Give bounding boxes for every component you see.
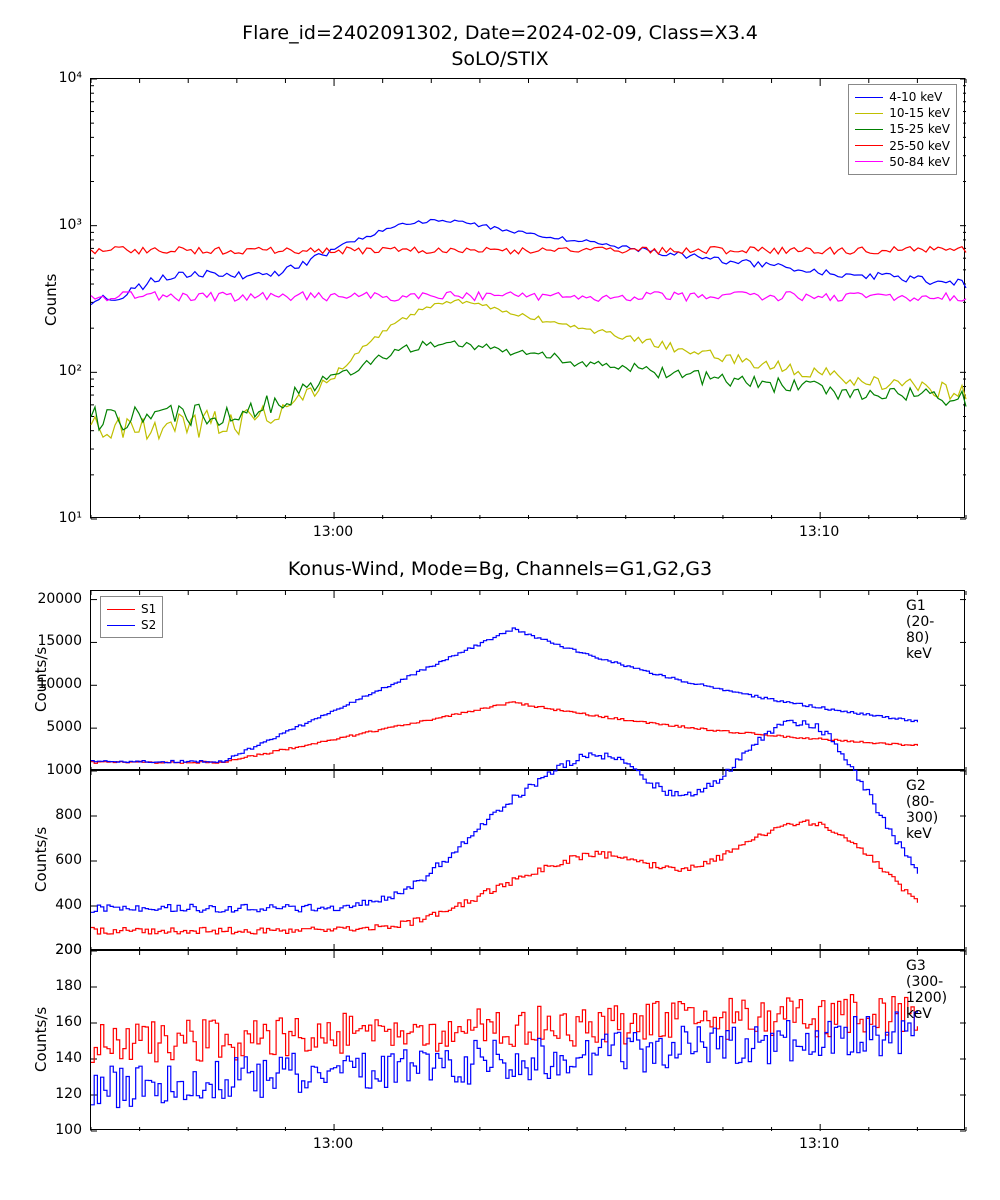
legend-swatch: [855, 161, 883, 162]
konus-series-0-S1: [91, 702, 917, 763]
legend-swatch: [107, 625, 135, 626]
tick-label: 120: [55, 1086, 82, 1102]
stix-legend: 4-10 keV10-15 keV15-25 keV25-50 keV50-84…: [848, 84, 957, 175]
legend-item: 50-84 keV: [855, 154, 950, 170]
stix-axes: [90, 78, 965, 518]
stix-series-s2: [91, 300, 966, 439]
konus-ylabel-1: Counts/s: [32, 827, 50, 892]
konus-axes-g1: [90, 590, 965, 770]
legend-item: 10-15 keV: [855, 105, 950, 121]
legend-item: S1: [107, 601, 156, 617]
legend-label: 10-15 keV: [889, 105, 950, 121]
stix-title: SoLO/STIX: [0, 48, 1000, 70]
legend-label: 50-84 keV: [889, 154, 950, 170]
tick-label: 10¹: [59, 510, 82, 526]
legend-label: 15-25 keV: [889, 121, 950, 137]
tick-label: 160: [55, 1014, 82, 1030]
tick-label: 140: [55, 1050, 82, 1066]
tick-label: 400: [55, 897, 82, 913]
stix-series-s3: [91, 341, 966, 430]
tick-label: 800: [55, 807, 82, 823]
legend-item: 4-10 keV: [855, 89, 950, 105]
legend-item: 25-50 keV: [855, 138, 950, 154]
konus-series-1-S1: [91, 820, 917, 934]
tick-label: 1000: [46, 762, 82, 778]
tick-label: 20000: [37, 591, 82, 607]
tick-label: 180: [55, 978, 82, 994]
konus-series-2-S2: [91, 1011, 917, 1108]
tick-label: 10³: [59, 217, 82, 233]
legend-item: 15-25 keV: [855, 121, 950, 137]
legend-label: S1: [141, 601, 156, 617]
legend-swatch: [855, 129, 883, 130]
konus-inner-label-0: G1 (20-80) keV: [906, 598, 953, 662]
legend-label: S2: [141, 617, 156, 633]
tick-label: 13:00: [313, 1136, 353, 1152]
konus-inner-label-1: G2 (80-300) keV: [906, 778, 953, 842]
konus-ylabel-2: Counts/s: [32, 1007, 50, 1072]
konus-legend: S1S2: [100, 596, 163, 638]
tick-label: 10⁴: [59, 70, 82, 86]
legend-swatch: [107, 609, 135, 610]
figure-suptitle: Flare_id=2402091302, Date=2024-02-09, Cl…: [0, 22, 1000, 44]
konus-series-0-S2: [91, 628, 917, 763]
legend-swatch: [855, 113, 883, 114]
tick-label: 13:10: [799, 524, 839, 540]
tick-label: 10²: [59, 363, 82, 379]
legend-item: S2: [107, 617, 156, 633]
tick-label: 200: [55, 942, 82, 958]
konus-title: Konus-Wind, Mode=Bg, Channels=G1,G2,G3: [0, 558, 1000, 580]
konus-inner-label-2: G3 (300-1200) keV: [906, 958, 953, 1022]
konus-axes-g2: [90, 770, 965, 950]
tick-label: 13:10: [799, 1136, 839, 1152]
stix-ylabel: Counts: [42, 274, 60, 326]
tick-label: 600: [55, 852, 82, 868]
legend-swatch: [855, 97, 883, 98]
tick-label: 5000: [46, 719, 82, 735]
legend-label: 25-50 keV: [889, 138, 950, 154]
konus-axes-g3: [90, 950, 965, 1130]
figure: Flare_id=2402091302, Date=2024-02-09, Cl…: [0, 0, 1000, 1200]
tick-label: 13:00: [313, 524, 353, 540]
tick-label: 100: [55, 1122, 82, 1138]
stix-series-s4: [91, 247, 966, 255]
legend-label: 4-10 keV: [889, 89, 942, 105]
legend-swatch: [855, 145, 883, 146]
konus-ylabel-0: Counts/s: [32, 647, 50, 712]
stix-series-s5: [91, 292, 966, 302]
